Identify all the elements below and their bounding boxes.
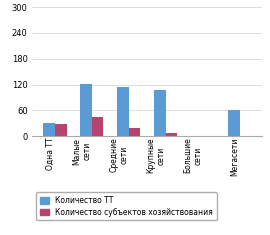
Bar (117, 87, 129, 136)
Bar (154, 90, 166, 136)
Bar (228, 110, 240, 136)
Bar (166, 133, 177, 136)
Bar (92, 117, 103, 136)
Legend: Количество ТТ, Количество субъектов хозяйствования: Количество ТТ, Количество субъектов хозя… (36, 192, 217, 220)
Bar (129, 128, 140, 136)
Bar (55, 124, 66, 136)
Bar (43, 123, 55, 136)
Bar (80, 84, 92, 136)
